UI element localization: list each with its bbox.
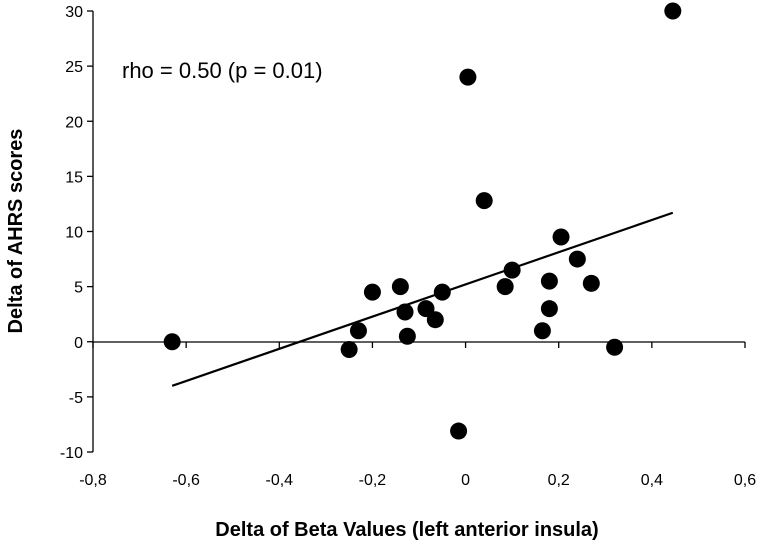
plot-area: -10 -5 0 5 10 15 20 25 30 -0,8 -0,6 -0,4 -0,2 0 0,2 0,4… [60,2,756,489]
data-point [433,283,451,301]
y-tick-label: 10 [65,225,83,242]
y-tick-label: -5 [69,390,83,407]
trend-line [171,211,674,387]
data-point [391,278,409,296]
y-tick-label: 30 [65,4,83,21]
data-point [426,311,444,329]
y-tick-label: -10 [60,445,83,462]
y-tick-label: 25 [65,59,83,76]
data-point [582,274,600,292]
correlation-annotation: rho = 0.50 (p = 0.01) [122,58,323,83]
x-tick-label: -0,2 [359,472,387,489]
data-point [396,303,414,321]
data-point [533,322,551,340]
x-tick-label: -0,8 [79,472,107,489]
data-point [163,333,181,351]
data-point [475,192,493,210]
y-tick-label: 15 [65,169,83,186]
data-point [349,322,367,340]
data-point [606,338,624,356]
x-tick-label: 0,6 [734,472,756,489]
data-point [450,422,468,440]
x-tick-label: 0 [461,472,470,489]
data-point [398,327,416,345]
data-point [540,272,558,290]
data-point [568,250,586,268]
data-point [664,2,682,20]
y-axis-title: Delta of AHRS scores [5,129,27,334]
x-tick-label: -0,4 [265,472,293,489]
y-tick-label: 20 [65,114,83,131]
y-tick-label: 0 [74,335,83,352]
data-point [496,278,514,296]
x-axis-title: Delta of Beta Values (left anterior insu… [215,519,598,541]
x-tick-label: 0,4 [641,472,663,489]
x-tick-label: 0,2 [548,472,570,489]
data-point [540,300,558,318]
data-point [363,283,381,301]
data-point [459,68,477,86]
x-tick-label: -0,6 [172,472,200,489]
y-tick-label: 5 [74,280,83,297]
data-point [552,228,570,246]
data-point [340,340,358,358]
data-point [503,261,521,279]
